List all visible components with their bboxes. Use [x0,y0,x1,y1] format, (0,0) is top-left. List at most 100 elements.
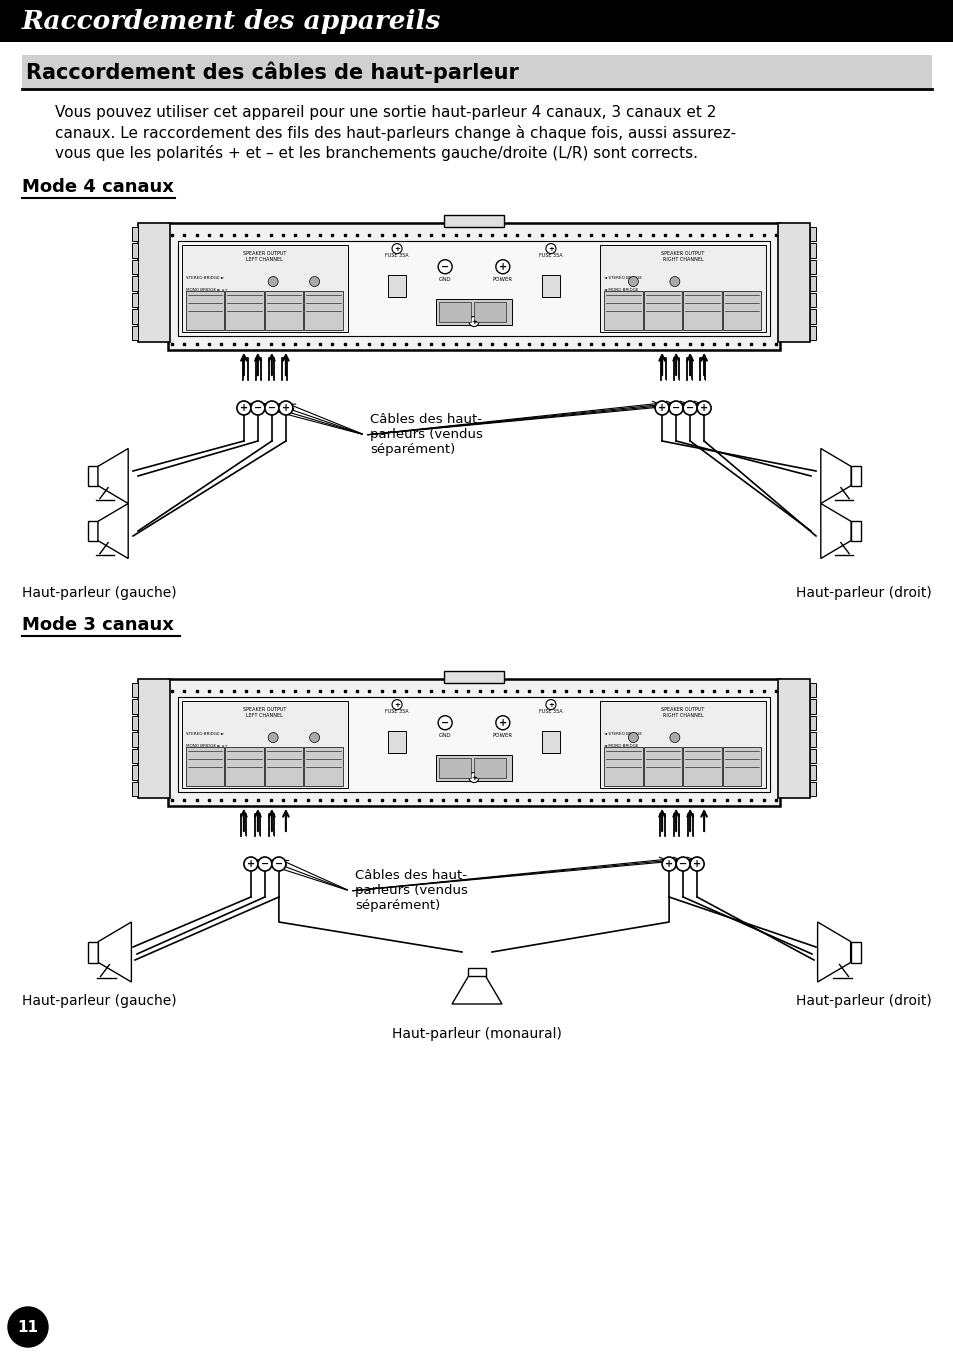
Bar [809,782,815,795]
Bar [438,757,471,778]
Text: POWER: POWER [493,733,513,737]
Bar [809,276,815,291]
Text: +: + [547,702,554,707]
Text: MONO BRIDGE ► u+: MONO BRIDGE ► u+ [186,289,228,293]
Text: Haut-parleur (gauche): Haut-parleur (gauche) [22,585,176,600]
Bar [603,747,642,786]
Bar [88,466,98,485]
Text: +: + [247,859,254,869]
Text: −: − [440,262,449,272]
Text: Haut-parleur (droit): Haut-parleur (droit) [796,585,931,600]
Bar [132,244,138,257]
Bar [225,291,264,331]
Bar [809,325,815,340]
Text: SPEAKER OUTPUT
RIGHT CHANNEL: SPEAKER OUTPUT RIGHT CHANNEL [660,707,704,718]
Circle shape [669,276,679,286]
Text: Mode 4 canaux: Mode 4 canaux [22,178,173,196]
Circle shape [668,401,682,415]
Circle shape [496,260,509,274]
Text: Raccordement des câbles de haut-parleur: Raccordement des câbles de haut-parleur [26,61,518,83]
Text: FUSE 35A: FUSE 35A [538,709,562,714]
Bar [438,302,471,322]
Bar [468,967,485,977]
Bar [809,260,815,274]
Polygon shape [98,921,132,982]
Text: +: + [664,859,673,869]
Text: GND: GND [438,276,451,282]
Circle shape [265,401,278,415]
Text: GND: GND [438,733,451,737]
Bar [809,732,815,747]
Bar [178,241,769,336]
Text: +: + [658,402,665,413]
Circle shape [310,733,319,743]
Text: STEREO BRIDGE ►: STEREO BRIDGE ► [186,276,224,280]
Bar [186,291,224,331]
Bar [388,275,406,297]
Text: canaux. Le raccordement des fils des haut-parleurs change à chaque fois, aussi a: canaux. Le raccordement des fils des hau… [55,125,736,141]
Bar [643,291,681,331]
Circle shape [244,856,257,871]
Circle shape [545,244,556,253]
Bar [132,749,138,763]
Text: Mode 3 canaux: Mode 3 canaux [22,617,173,634]
Bar [643,747,681,786]
Text: ◄ STEREO BRIDGE: ◄ STEREO BRIDGE [603,732,641,736]
Text: SPEAKER OUTPUT
LEFT CHANNEL: SPEAKER OUTPUT LEFT CHANNEL [243,251,286,262]
Text: vous que les polarités + et – et les branchements gauche/droite (L/R) sont corre: vous que les polarités + et – et les bra… [55,145,698,161]
Bar [178,696,769,793]
Polygon shape [820,449,850,504]
Bar [599,701,765,789]
Text: SPEAKER OUTPUT
LEFT CHANNEL: SPEAKER OUTPUT LEFT CHANNEL [243,707,286,718]
Bar [304,291,342,331]
Circle shape [392,699,401,710]
Text: +: + [281,402,290,413]
Text: MONO BRIDGE ► u+: MONO BRIDGE ► u+ [186,744,228,748]
Bar [809,293,815,308]
Text: +: + [239,402,248,413]
Bar [182,701,348,789]
Bar [850,466,860,485]
Text: +: + [498,718,506,728]
Text: −: − [274,859,283,869]
Text: STEREO BRIDGE ►: STEREO BRIDGE ► [186,732,224,736]
Circle shape [437,260,452,274]
Circle shape [496,715,509,730]
Bar [132,325,138,340]
Circle shape [8,1308,48,1347]
Text: −: − [440,718,449,728]
Text: −: − [685,402,694,413]
Bar [721,747,760,786]
Bar [443,671,503,683]
Bar [225,747,264,786]
Text: +: + [394,245,399,252]
Text: Haut-parleur (droit): Haut-parleur (droit) [796,995,931,1008]
Bar [443,215,503,228]
Bar [265,291,303,331]
Bar [809,244,815,257]
Text: SPEAKER OUTPUT
RIGHT CHANNEL: SPEAKER OUTPUT RIGHT CHANNEL [660,251,704,262]
Bar [265,747,303,786]
Polygon shape [820,504,850,558]
Circle shape [689,856,703,871]
Bar [436,299,512,325]
Circle shape [392,244,401,253]
Bar [850,522,860,541]
Circle shape [236,401,251,415]
Circle shape [676,856,689,871]
Polygon shape [98,504,128,558]
Bar [132,715,138,730]
Polygon shape [817,921,850,982]
Text: POWER: POWER [493,276,513,282]
Circle shape [469,772,478,783]
Circle shape [437,715,452,730]
Bar [388,732,406,753]
Circle shape [251,401,265,415]
Bar [132,293,138,308]
Bar [436,755,512,780]
Text: +: + [692,859,700,869]
Text: FUSE 35A: FUSE 35A [385,253,409,257]
Circle shape [310,276,319,286]
Bar [132,699,138,714]
Bar [474,302,506,322]
